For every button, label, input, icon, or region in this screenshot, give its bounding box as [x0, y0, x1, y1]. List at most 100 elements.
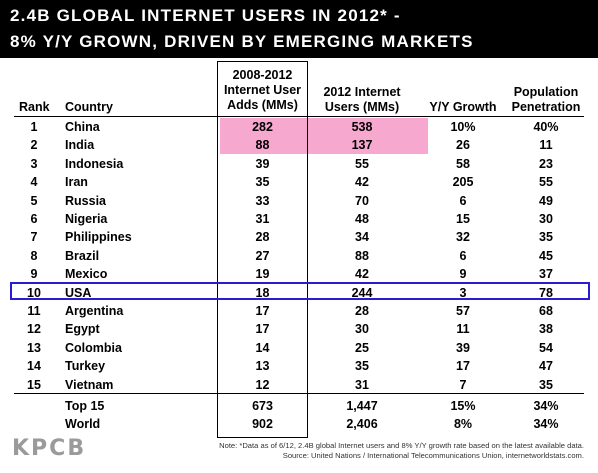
totals-cell-growth: 15%: [450, 399, 476, 413]
table-cell-country: USA: [65, 285, 92, 300]
table-cell-country: Nigeria: [65, 212, 108, 226]
highlight-china-india: [220, 118, 428, 154]
usa-row-box: [10, 282, 590, 300]
table-cell-country: Egypt: [65, 322, 100, 337]
table-cell-growth: 57: [456, 304, 470, 318]
table-cell-country: Indonesia: [65, 156, 124, 171]
title-banner: 2.4B GLOBAL INTERNET USERS IN 2012* - 8%…: [0, 0, 598, 58]
totals-cell-pen: 34%: [533, 399, 559, 413]
table-cell-growth: 10%: [450, 120, 476, 134]
table-cell-pen: 78: [539, 285, 553, 300]
totals-cell-growth: 8%: [453, 417, 473, 431]
table-cell-growth: 39: [456, 340, 470, 355]
table-cell-growth: 9: [459, 267, 467, 282]
table-cell-growth: 17: [456, 359, 470, 374]
table-cell-adds: 17: [255, 322, 270, 337]
table-cell-country: Brazil: [65, 248, 100, 263]
table-cell-pen: 35: [539, 377, 553, 392]
table-cell-country: Turkey: [65, 359, 106, 374]
table-cell-rank: 6: [30, 212, 38, 226]
table-cell-country: Russia: [65, 193, 106, 208]
header-penetration: Population Penetration: [510, 85, 582, 115]
table-cell-country: Philippines: [65, 230, 132, 245]
totals-cell-label: World: [65, 417, 101, 431]
table-cell-pen: 35: [539, 230, 553, 245]
table-cell-users: 538: [351, 120, 373, 134]
table-cell-adds: 39: [255, 156, 270, 171]
table-cell-adds: 282: [252, 120, 273, 134]
table-cell-users: 70: [355, 193, 369, 208]
table-cell-country: Colombia: [65, 340, 122, 355]
table-cell-users: 25: [355, 340, 369, 355]
table-cell-adds: 18: [255, 285, 270, 300]
table-cell-rank: 11: [27, 304, 41, 318]
table-cell-users: 88: [355, 248, 369, 263]
table-cell-rank: 8: [30, 248, 38, 263]
totals-cell-label: Top 15: [65, 399, 105, 413]
header-country: Country: [65, 100, 113, 114]
table-cell-growth: 205: [452, 175, 474, 190]
table-cell-country: Vietnam: [65, 377, 114, 392]
totals-cell-users: 2,406: [346, 417, 378, 431]
table-cell-growth: 7: [459, 377, 467, 392]
table-cell-growth: 15: [456, 212, 470, 226]
table-cell-adds: 28: [255, 230, 270, 245]
header-penetration-line-1: Population: [513, 85, 579, 99]
table-cell-rank: 12: [27, 322, 41, 337]
table-cell-adds: 33: [255, 193, 270, 208]
table-cell-rank: 7: [30, 230, 38, 245]
table-cell-rank: 10: [27, 285, 41, 300]
header-adds: 2008-2012 Internet User Adds (MMs): [219, 68, 306, 113]
table-cell-adds: 35: [255, 175, 270, 190]
totals-cell-pen: 34%: [533, 417, 559, 431]
table-cell-adds: 19: [255, 267, 270, 282]
table-cell-pen: 68: [539, 304, 553, 318]
table-cell-growth: 6: [459, 248, 467, 263]
totals-cell-users: 1,447: [346, 399, 378, 413]
table-cell-users: 55: [355, 156, 369, 171]
table-cell-pen: 30: [539, 212, 553, 226]
header-rank: Rank: [19, 100, 50, 114]
title-line-1: 2.4B GLOBAL INTERNET USERS IN 2012* -: [10, 6, 401, 25]
table-cell-country: India: [65, 138, 95, 153]
table-cell-growth: 26: [456, 138, 470, 153]
table-cell-adds: 12: [255, 377, 270, 392]
table-cell-rank: 2: [30, 138, 38, 153]
table-cell-pen: 55: [539, 175, 553, 190]
table-cell-users: 244: [351, 285, 373, 300]
table-cell-users: 35: [355, 359, 369, 374]
table-cell-adds: 17: [255, 304, 270, 318]
totals-cell-adds: 902: [252, 417, 273, 431]
table-cell-pen: 47: [539, 359, 553, 374]
table-cell-pen: 37: [539, 267, 553, 282]
table-cell-pen: 49: [539, 193, 553, 208]
table-cell-pen: 45: [539, 248, 553, 263]
table-cell-rank: 1: [30, 120, 38, 134]
header-users-line-2: Users (MMs): [324, 100, 400, 114]
table-cell-country: Iran: [65, 175, 88, 190]
table-cell-pen: 54: [539, 340, 553, 355]
table-cell-adds: 88: [255, 138, 270, 153]
table-cell-pen: 40%: [533, 120, 559, 134]
totals-separator: [14, 393, 584, 394]
totals-cell-adds: 673: [252, 399, 273, 413]
header-separator: [14, 116, 584, 117]
table-cell-users: 137: [351, 138, 373, 153]
table-cell-growth: 11: [456, 322, 470, 337]
table-cell-pen: 38: [539, 322, 553, 337]
header-users: 2012 Internet Users (MMs): [318, 85, 406, 115]
table-cell-rank: 4: [30, 175, 38, 190]
header-adds-line-3: Adds (MMs): [227, 98, 298, 112]
header-adds-line-2: Internet User: [223, 83, 302, 97]
table-cell-growth: 6: [459, 193, 467, 208]
table-cell-rank: 3: [30, 156, 38, 171]
table-cell-users: 48: [355, 212, 369, 226]
table-cell-users: 31: [355, 377, 369, 392]
table-cell-growth: 3: [459, 285, 467, 300]
table-cell-users: 42: [355, 267, 369, 282]
table-cell-growth: 58: [456, 156, 470, 171]
table-cell-adds: 27: [255, 248, 270, 263]
table-cell-growth: 32: [456, 230, 470, 245]
table-cell-country: Mexico: [65, 267, 108, 282]
table-cell-adds: 14: [255, 340, 270, 355]
